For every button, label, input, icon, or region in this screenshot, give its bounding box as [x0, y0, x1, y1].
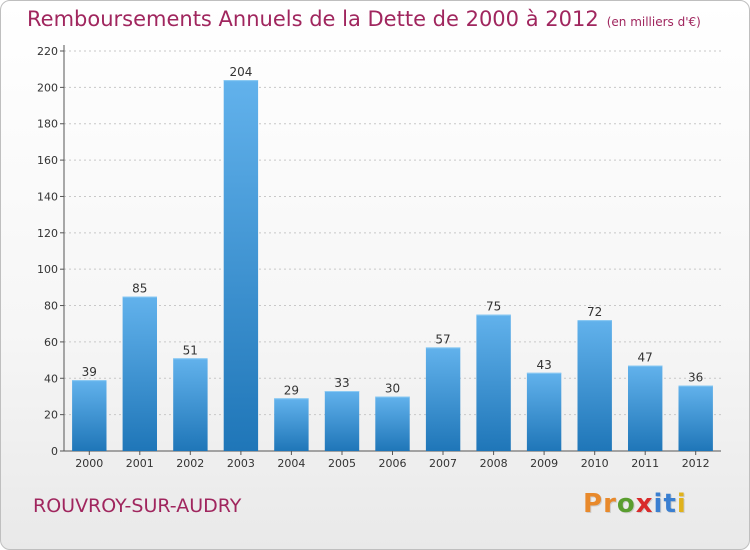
y-tick-label: 180 — [37, 118, 58, 131]
bar — [223, 80, 259, 451]
proxiti-logo: Proxiti — [583, 489, 687, 519]
bar — [577, 320, 612, 451]
x-tick-label: 2008 — [480, 457, 508, 470]
y-tick-label: 60 — [44, 336, 58, 349]
bar-value-label: 75 — [486, 300, 501, 314]
x-tick-label: 2006 — [379, 457, 407, 470]
bar-value-label: 36 — [688, 371, 703, 385]
y-tick-label: 0 — [51, 445, 58, 458]
y-tick-label: 80 — [44, 300, 58, 313]
bar-value-label: 85 — [132, 282, 147, 296]
bar — [678, 385, 713, 451]
bar — [425, 347, 461, 451]
x-tick-label: 2001 — [126, 457, 154, 470]
bar — [375, 396, 410, 451]
chart-title: Remboursements Annuels de la Dette de 20… — [27, 7, 701, 31]
y-tick-label: 120 — [37, 227, 58, 240]
bar — [324, 391, 360, 451]
bar — [274, 398, 309, 451]
x-tick-label: 2010 — [581, 457, 609, 470]
bar-value-label: 39 — [82, 365, 97, 379]
bar — [628, 365, 663, 451]
y-tick-label: 140 — [37, 190, 58, 203]
chart-title-text: Remboursements Annuels de la Dette de 20… — [27, 7, 599, 31]
bar-value-label: 51 — [183, 343, 198, 357]
y-tick-label: 100 — [37, 263, 58, 276]
bar-value-label: 204 — [229, 65, 252, 79]
x-tick-label: 2002 — [176, 457, 204, 470]
bar — [526, 372, 562, 451]
x-tick-label: 2011 — [631, 457, 659, 470]
y-tick-label: 40 — [44, 372, 58, 385]
chart-unit: (en milliers d'€) — [606, 15, 701, 29]
y-tick-label: 160 — [37, 154, 58, 167]
bar — [122, 296, 157, 451]
logo-letter: P — [583, 489, 604, 519]
x-tick-label: 2000 — [75, 457, 103, 470]
x-tick-label: 2007 — [429, 457, 457, 470]
x-tick-label: 2005 — [328, 457, 356, 470]
bar-value-label: 43 — [536, 358, 551, 372]
y-tick-label: 20 — [44, 409, 58, 422]
y-tick-label: 220 — [37, 45, 58, 58]
bar-value-label: 33 — [334, 376, 349, 390]
commune-name: ROUVROY-SUR-AUDRY — [33, 495, 242, 517]
logo-letter: x — [635, 489, 654, 519]
x-tick-label: 2003 — [227, 457, 255, 470]
x-tick-label: 2004 — [277, 457, 305, 470]
logo-letter: t — [663, 489, 677, 519]
logo-letter: o — [616, 489, 636, 519]
bar-value-label: 47 — [638, 351, 653, 365]
bar-value-label: 57 — [435, 332, 450, 346]
bar — [173, 358, 208, 451]
x-tick-label: 2012 — [682, 457, 710, 470]
bar-value-label: 29 — [284, 383, 299, 397]
y-tick-label: 200 — [37, 81, 58, 94]
bar-value-label: 30 — [385, 382, 400, 396]
bar — [476, 314, 511, 451]
x-tick-label: 2009 — [530, 457, 558, 470]
logo-letter: r — [603, 489, 617, 519]
bar — [72, 380, 107, 451]
logo-letter: i — [676, 489, 687, 519]
bar-value-label: 72 — [587, 305, 602, 319]
logo-letter: i — [653, 489, 664, 519]
